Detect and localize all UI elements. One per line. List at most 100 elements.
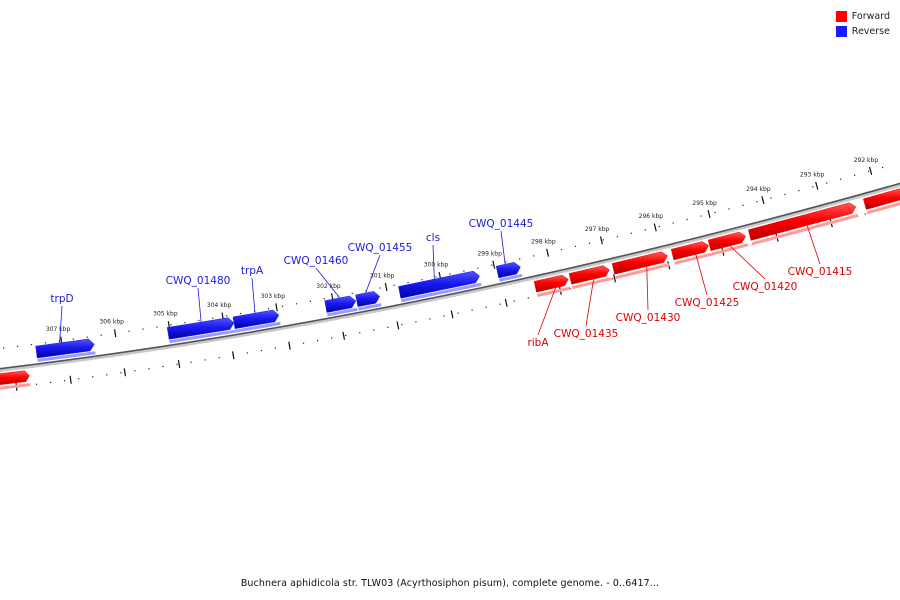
gene-arrow[interactable] — [495, 262, 521, 279]
gene-cwq-01455[interactable] — [355, 291, 382, 311]
gene-partial-left[interactable] — [0, 370, 31, 391]
gene-label-leader — [585, 279, 595, 327]
gene-shadow — [866, 202, 900, 215]
tick-mark-lower — [177, 360, 181, 369]
legend-reverse-label: Reverse — [851, 26, 890, 37]
track-dots-upper — [170, 324, 172, 326]
gene-label: CWQ_01435 — [554, 328, 619, 340]
gene-cls[interactable] — [398, 270, 482, 303]
track-dots-upper — [449, 273, 451, 275]
tick-mark — [707, 210, 711, 219]
gene-label: CWQ_01425 — [675, 297, 740, 309]
legend-forward-label: Forward — [851, 11, 890, 22]
track-dots-upper — [784, 193, 786, 195]
track-dots-lower — [204, 359, 206, 361]
gene-label: trpA — [241, 265, 264, 277]
gene-shadow — [358, 303, 382, 311]
gene-arrow[interactable] — [35, 338, 95, 359]
track-dots-upper — [16, 345, 19, 347]
track-dots-lower — [331, 337, 333, 339]
track-dots-lower — [176, 363, 178, 365]
track-dots-upper — [658, 225, 660, 228]
gene-arrow[interactable] — [398, 270, 480, 299]
gene-arrow[interactable] — [747, 202, 857, 241]
track-dots-lower — [611, 278, 614, 280]
gene-shadow — [572, 277, 612, 290]
gene-cwq-01435[interactable] — [568, 265, 612, 290]
gene-cwq-01420[interactable] — [707, 231, 749, 256]
gene-label: CWQ_01455 — [348, 242, 413, 254]
track-dots-upper — [840, 178, 842, 180]
track-dots-upper — [812, 186, 814, 188]
gene-cwq-01425[interactable] — [670, 241, 712, 265]
gene-arrow[interactable] — [355, 291, 381, 307]
gene-arrow[interactable] — [166, 317, 235, 340]
tick-mark-lower — [504, 298, 508, 307]
track-dots-lower — [499, 303, 501, 305]
gene-label-leader — [59, 305, 63, 343]
gene-arrow[interactable] — [611, 251, 668, 275]
tick-mark-lower — [69, 375, 72, 384]
tick-label: 294 kbp — [746, 186, 771, 193]
gene-cwq-01460[interactable] — [324, 295, 358, 317]
tick-label: 300 kbp — [424, 262, 449, 269]
track-dots-upper — [700, 215, 702, 217]
track-dots-upper — [491, 264, 493, 266]
track-dots-lower — [471, 309, 473, 311]
track-dots-upper — [728, 208, 730, 210]
tick-label: 305 kbp — [153, 311, 178, 318]
gene-label: trpD — [50, 293, 73, 305]
track-dots-lower — [274, 347, 277, 349]
track-dots-lower — [345, 334, 347, 337]
track-dots-upper — [756, 201, 758, 203]
gene-label-leader — [500, 230, 506, 265]
track-dots-upper — [714, 211, 716, 214]
track-dots-upper — [588, 242, 591, 244]
tick-label: 306 kbp — [99, 319, 124, 326]
gene-label-leader — [729, 245, 766, 280]
gene-arrow[interactable] — [568, 265, 610, 285]
gene-label-leader — [365, 254, 381, 294]
track-dots-upper — [868, 170, 870, 173]
track-dots-upper — [198, 319, 200, 322]
gene-trpd[interactable] — [35, 338, 96, 362]
gene-arrow[interactable] — [324, 295, 357, 313]
gene-trpa[interactable] — [232, 309, 281, 333]
legend-reverse: Reverse — [835, 24, 890, 39]
gene-arrow[interactable] — [533, 274, 569, 293]
gene-shadow — [0, 383, 31, 390]
track-dots-upper — [407, 281, 409, 284]
gene-label: CWQ_01460 — [284, 255, 349, 267]
gene-shadow — [169, 329, 236, 344]
gene-arrow[interactable] — [862, 188, 900, 210]
track-dots-lower — [148, 368, 150, 370]
track-dots-lower — [864, 213, 866, 215]
track-dots-upper — [212, 317, 214, 319]
gene-shadow — [615, 263, 670, 280]
tick-mark — [599, 236, 603, 245]
track-dots-lower — [260, 349, 262, 352]
gene-cwq-01445[interactable] — [495, 262, 523, 282]
gene-arrow[interactable] — [707, 231, 746, 252]
legend-forward: Forward — [835, 9, 890, 24]
gene-label-leader — [537, 287, 556, 336]
gene-shadow — [498, 273, 523, 282]
gene-arrow[interactable] — [232, 309, 280, 329]
track-dots-upper — [477, 267, 479, 269]
gene-cwq-01415[interactable] — [747, 202, 859, 246]
tick-mark — [113, 329, 117, 338]
tick-mark-lower — [450, 310, 454, 319]
gene-shadow — [751, 213, 859, 246]
tick-mark — [815, 181, 819, 190]
track-dots-upper — [798, 190, 800, 192]
gene-label: CWQ_01420 — [733, 281, 798, 293]
gene-arrow[interactable] — [670, 241, 709, 261]
gene-arrow[interactable] — [0, 370, 30, 386]
track-dots-lower — [246, 352, 248, 354]
gene-cwq-01430[interactable] — [611, 251, 670, 280]
gene-shadow — [674, 252, 712, 265]
track-dots-lower — [120, 372, 122, 374]
gene-partial-right[interactable] — [862, 188, 900, 215]
gene-cwq-01480[interactable] — [166, 317, 236, 344]
